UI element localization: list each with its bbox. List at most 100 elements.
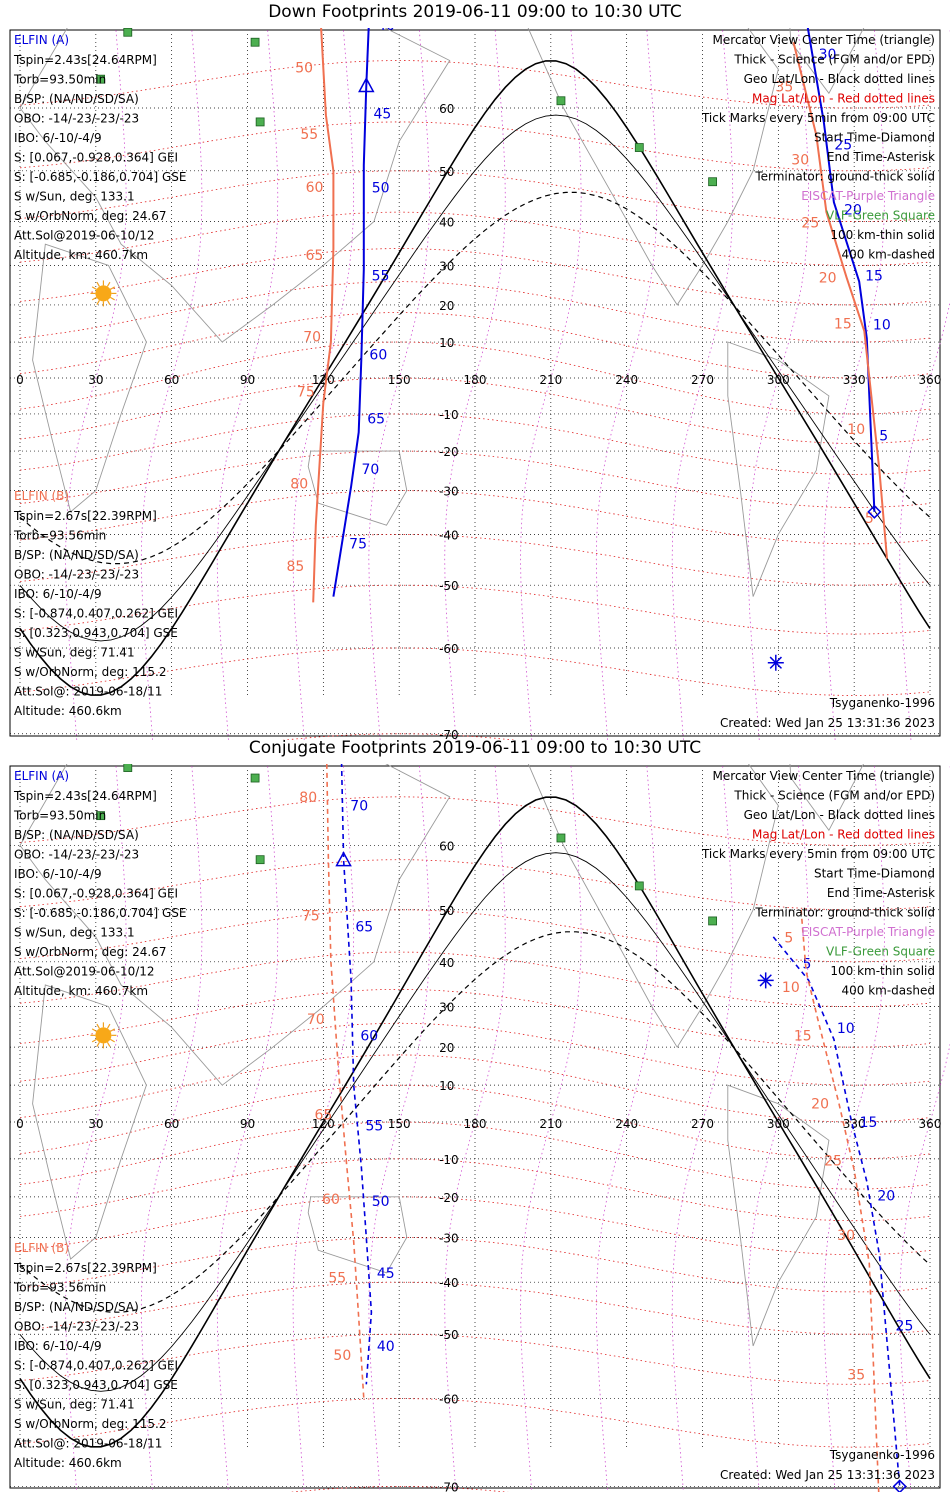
- lat-tick-label: -70: [439, 1480, 459, 1492]
- lat-tick-label: -10: [439, 1153, 459, 1167]
- legend-entry: 400 km-dashed: [841, 248, 935, 262]
- track-time-label: 25: [834, 137, 852, 153]
- track-time-label: 75: [302, 908, 320, 924]
- elfin-b-info: S w/OrbNorm, deg: 115.2: [14, 1417, 166, 1431]
- mag-lat-line: [19, 859, 931, 911]
- lat-tick-label: 70: [439, 764, 454, 766]
- sun-ray: [91, 1028, 97, 1032]
- track-time-label: 70: [303, 330, 321, 346]
- lat-tick-label: -60: [439, 642, 459, 656]
- track-time-label: 40: [377, 1339, 395, 1355]
- center-time-triangle: [358, 76, 375, 93]
- track-time-label: 70: [362, 462, 380, 478]
- vlf-square: [123, 28, 133, 37]
- mag-grid: [19, 28, 950, 740]
- elfin-b-info: Tspin=2.67s[22.39RPM]: [13, 509, 157, 523]
- track-time-label: 15: [834, 317, 852, 333]
- vlf-square: [556, 96, 566, 106]
- sun-ray: [106, 300, 111, 305]
- legend-entry: VLF-Green Square: [826, 209, 935, 223]
- legend-entry: Mag Lat/Lon - Red dotted lines: [752, 92, 935, 106]
- track-time-label: 80: [290, 477, 308, 493]
- sun-ray: [91, 1038, 97, 1043]
- elfin-a-info: B/SP: (NA/ND/SD/SA): [14, 92, 139, 106]
- track-time-label: 20: [819, 271, 837, 287]
- lat-tick-label: 20: [439, 1041, 454, 1055]
- elfin-b-info: S w/OrbNorm, deg: 115.2: [14, 665, 166, 679]
- track-markers: [335, 851, 907, 1492]
- track-time-label: 65: [314, 1108, 332, 1124]
- elfin-b-info: B/SP: (NA/ND/SD/SA): [14, 548, 139, 562]
- sun-ray: [96, 281, 100, 287]
- terminator-100km: [19, 852, 931, 1392]
- sun-disk: [95, 285, 112, 302]
- lon-tick-label: 90: [240, 373, 255, 387]
- lat-tick-label: -40: [439, 1276, 459, 1290]
- mag-lat-line: [19, 533, 931, 586]
- elfin-b-info: Torb=93.56min: [13, 1281, 106, 1295]
- track-time-label: 45: [377, 1266, 395, 1282]
- mag-lat-line: [19, 909, 931, 963]
- coastline: [727, 1084, 830, 1347]
- mag-grid: [19, 764, 950, 1492]
- mag-lat-line: [19, 490, 931, 545]
- track-time-label: 10: [837, 1021, 855, 1037]
- track-time-label: 25: [896, 1318, 914, 1334]
- track-time-label: 50: [372, 1194, 390, 1210]
- lat-tick-label: -40: [439, 528, 459, 542]
- elfin-b-track: [326, 764, 365, 1399]
- elfin-a-info: S w/OrbNorm, deg: 24.67: [14, 945, 166, 959]
- legend-entry: Mag Lat/Lon - Red dotted lines: [752, 828, 935, 842]
- mag-lat-line: [19, 413, 931, 475]
- lon-tick-label: 360: [919, 373, 942, 387]
- lat-tick-label: -30: [439, 485, 459, 499]
- mag-lat-line: [19, 450, 931, 508]
- elfin-b-info: IBO: 6/-10/-4/9: [14, 1339, 102, 1353]
- sun-ray: [96, 1023, 100, 1029]
- elfin-a-info: S: [0.067,-0.928,0.364] GEI: [14, 887, 178, 901]
- conjugate-map: 0 30 60 90 120 150 180 210 240 270 300 330 360 70 60 50…: [9, 764, 950, 1492]
- track-time-label: 60: [322, 1192, 340, 1208]
- track-time-label: 40: [377, 28, 395, 34]
- track-time-label: 85: [287, 559, 305, 575]
- lon-tick-label: 150: [388, 1117, 411, 1131]
- lon-tick-label: 30: [88, 373, 103, 387]
- lon-tick-label: 60: [164, 373, 179, 387]
- mag-lon-line: [595, 28, 658, 740]
- lon-tick-label: 90: [240, 1117, 255, 1131]
- mag-lon-line: [520, 28, 582, 740]
- lon-tick-label: 180: [464, 1117, 487, 1131]
- lat-tick-label: -30: [439, 1231, 459, 1245]
- end-asterisk: [769, 656, 782, 669]
- mag-lon-line: [140, 28, 203, 740]
- track-time-label: 10: [847, 422, 865, 438]
- vlf-stations: [96, 764, 718, 926]
- mag-lat-line: [19, 1158, 931, 1222]
- start-diamond: [867, 504, 882, 519]
- lat-tick-label: 50: [439, 165, 454, 179]
- elfin-a-header: ELFIN (A): [14, 769, 69, 783]
- mag-lat-line: [19, 1022, 931, 1086]
- elfin-a-info: Altitude, km: 460.7km: [14, 984, 148, 998]
- model-label: Tsyganenko-1996: [829, 1448, 935, 1462]
- mag-lon-line: [671, 28, 734, 740]
- lon-tick-label: 360: [919, 1117, 942, 1131]
- track-time-label: 20: [877, 1188, 895, 1204]
- legend-entry: End Time-Asterisk: [827, 150, 935, 164]
- legend-entry: Tick Marks every 5min from 09:00 UTC: [701, 847, 935, 861]
- footprint-tracks: 4045505560657075505560657075808530252015…: [287, 28, 891, 603]
- track-time-label: 55: [300, 127, 318, 143]
- elfin-b-info: S: [0.323,0.943,0.704] GSE: [14, 1378, 178, 1392]
- legend-entry: End Time-Asterisk: [827, 886, 935, 900]
- lon-tick-label: 120: [312, 1117, 335, 1131]
- track-time-label: 25: [801, 215, 819, 231]
- lon-tick-label: 60: [164, 1117, 179, 1131]
- legend-entry: Mercator View Center Time (triangle): [713, 769, 935, 783]
- elfin-a-info: OBO: -14/-23/-23/-23: [14, 112, 139, 126]
- sun-ray: [91, 296, 97, 301]
- lat-tick-label: 10: [439, 1079, 454, 1093]
- track-time-label: 50: [372, 181, 390, 197]
- elfin-a-track: [772, 936, 901, 1487]
- track-time-label: 5: [865, 511, 874, 527]
- track-time-label: 20: [811, 1097, 829, 1113]
